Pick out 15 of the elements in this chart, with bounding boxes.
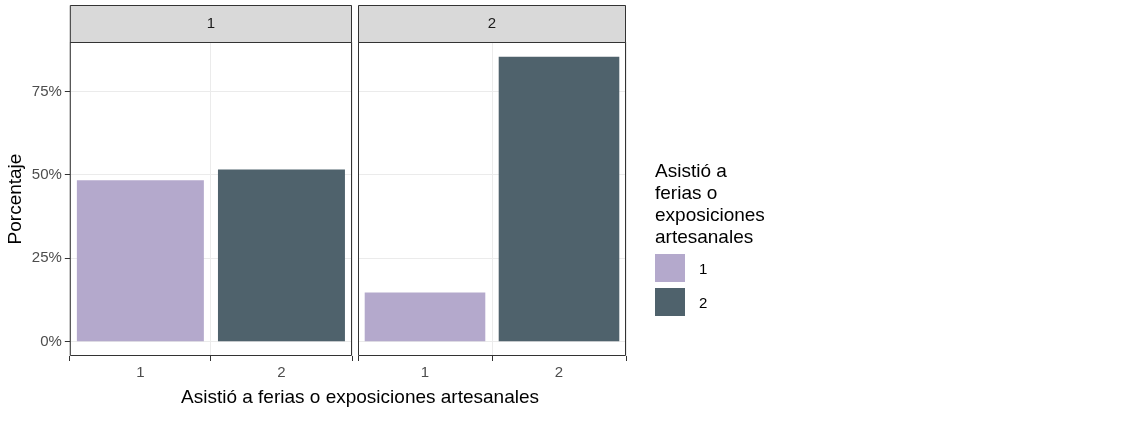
x-tick-label: 2 (277, 363, 286, 381)
x-tick-label: 1 (136, 363, 145, 381)
y-tick-label: 50% (31, 164, 62, 182)
x-tick-label: 1 (420, 363, 430, 381)
legend-title: Asistió a ferias o exposiciones artesanales (655, 160, 765, 248)
legend-label: 1 (699, 259, 708, 277)
legend-label: 2 (699, 293, 708, 311)
x-axis-title: Asistió a ferias o exposiciones artesanales (181, 386, 540, 408)
x-tick-label: 2 (554, 363, 564, 381)
y-axis-title: Porcentaje (3, 153, 25, 245)
chart-title: 1 (206, 13, 216, 31)
y-tick-label: 75% (31, 81, 62, 99)
y-tick-label: 0% (40, 331, 62, 349)
chart-title: 2 (487, 13, 497, 31)
y-tick-label: 25% (31, 248, 62, 266)
